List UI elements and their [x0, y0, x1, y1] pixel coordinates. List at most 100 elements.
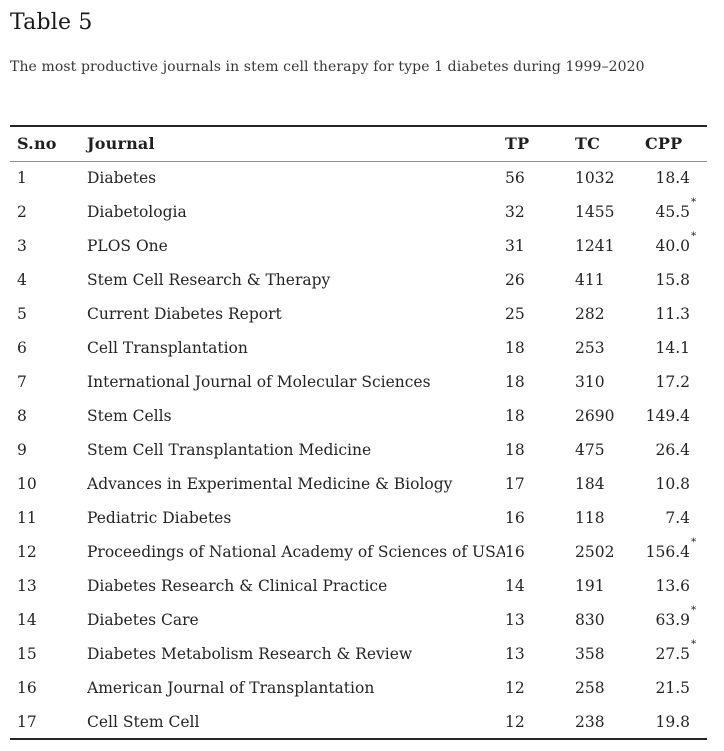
table-row: 11 Pediatric Diabetes 16 118 7.4	[10, 501, 707, 535]
cpp-value: 21.5	[655, 679, 690, 697]
cell-serial-number: 16	[17, 679, 37, 697]
cell-total-citations: 2502	[575, 543, 615, 561]
cell-total-papers: 12	[505, 679, 525, 697]
cell-total-papers: 18	[505, 407, 525, 425]
cell-total-citations: 2690	[575, 407, 615, 425]
cell-journal-name: Diabetologia	[87, 203, 187, 221]
table-row: 2 Diabetologia 32 1455 45.5*	[10, 195, 707, 229]
cell-total-citations: 830	[575, 611, 605, 629]
cell-journal-name: Stem Cell Research & Therapy	[87, 271, 331, 289]
cell-journal-name: Diabetes	[87, 169, 157, 188]
cell-journal-name: Cell Transplantation	[87, 339, 248, 357]
cell-serial-number: 13	[17, 577, 37, 595]
cell-journal-name: Proceedings of National Academy of Scien…	[87, 543, 505, 561]
cell-citations-per-paper: 13.6	[645, 569, 707, 603]
cpp-value: 45.5	[655, 203, 690, 222]
table-row: 9 Stem Cell Transplantation Medicine 18 475…	[10, 433, 707, 467]
cell-total-citations: 118	[575, 509, 605, 527]
cpp-value: 13.6	[655, 577, 690, 595]
cell-serial-number: 6	[17, 339, 27, 357]
cell-total-citations: 411	[575, 271, 605, 289]
cpp-value: 63.9	[655, 611, 690, 630]
cpp-value: 26.4	[655, 441, 690, 459]
column-header-tp: TP	[505, 134, 530, 154]
cpp-value: 40.0	[655, 237, 690, 256]
cell-total-citations: 191	[575, 577, 605, 595]
table-row: 15 Diabetes Metabolism Research & Review 1…	[10, 637, 707, 671]
table-row: 6 Cell Transplantation 18 253 14.1	[10, 331, 707, 365]
cell-citations-per-paper: 17.2	[645, 365, 707, 399]
cell-total-papers: 16	[505, 509, 525, 527]
journals-table: S.no Journal TP TC CPP 1 Diabetes 56 1032 18…	[10, 125, 707, 740]
cpp-value: 10.8	[655, 475, 690, 493]
cell-citations-per-paper: 26.4	[645, 433, 707, 467]
cell-citations-per-paper: 7.4	[645, 501, 707, 535]
cell-journal-name: International Journal of Molecular Scien…	[87, 373, 431, 391]
cell-serial-number: 3	[17, 237, 27, 255]
column-header-cpp: CPP	[645, 134, 683, 154]
cpp-value: 7.4	[665, 509, 690, 527]
cell-total-papers: 25	[505, 305, 525, 323]
cell-citations-per-paper: 11.3	[645, 297, 707, 331]
cell-journal-name: Diabetes Research & Clinical Practice	[87, 577, 388, 595]
table-row: 3 PLOS One 31 1241 40.0*	[10, 229, 707, 263]
cell-total-papers: 32	[505, 203, 525, 221]
cell-total-papers: 18	[505, 339, 525, 357]
cell-total-citations: 238	[575, 712, 605, 731]
cell-citations-per-paper: 15.8	[645, 263, 707, 297]
cell-serial-number: 14	[17, 611, 37, 629]
cpp-value: 156.4	[645, 543, 690, 562]
cell-serial-number: 10	[17, 475, 37, 493]
cell-journal-name: Stem Cells	[87, 407, 172, 425]
cell-citations-per-paper: 27.5*	[655, 638, 697, 664]
table-row: 16 American Journal of Transplantation 12 2…	[10, 671, 707, 705]
cell-total-citations: 184	[575, 475, 605, 493]
cell-total-papers: 12	[505, 712, 525, 731]
cell-total-papers: 18	[505, 441, 525, 459]
cell-total-citations: 282	[575, 305, 605, 323]
cell-serial-number: 2	[17, 203, 27, 221]
table-row: 12 Proceedings of National Academy of Sci…	[10, 535, 707, 569]
cell-total-citations: 358	[575, 645, 605, 663]
cell-total-papers: 18	[505, 373, 525, 391]
cpp-value: 15.8	[655, 271, 690, 289]
cell-total-papers: 16	[505, 543, 525, 561]
cpp-value: 14.1	[655, 339, 690, 357]
cell-serial-number: 11	[17, 509, 37, 527]
cell-journal-name: Diabetes Care	[87, 611, 199, 629]
cell-total-citations: 258	[575, 679, 605, 697]
cell-serial-number: 8	[17, 407, 27, 425]
cell-total-papers: 26	[505, 271, 525, 289]
cell-serial-number: 5	[17, 305, 27, 323]
cell-journal-name: Current Diabetes Report	[87, 305, 282, 323]
cell-total-citations: 310	[575, 373, 605, 391]
column-header-sno: S.no	[17, 134, 57, 154]
table-caption: The most productive journals in stem cel…	[10, 59, 645, 75]
cell-citations-per-paper: 45.5*	[655, 196, 697, 222]
cell-total-papers: 14	[505, 577, 525, 595]
cpp-value: 18.4	[655, 169, 690, 188]
cell-serial-number: 17	[17, 712, 37, 731]
cell-total-papers: 17	[505, 475, 525, 493]
cell-journal-name: Diabetes Metabolism Research & Review	[87, 645, 413, 663]
table-body: 1 Diabetes 56 1032 18.4 2 Diabetologia 32 1455 45…	[10, 161, 707, 739]
cell-journal-name: PLOS One	[87, 237, 168, 255]
cell-total-citations: 1032	[575, 169, 615, 188]
table-row: 17 Cell Stem Cell 12 238 19.8	[10, 705, 707, 739]
cell-total-citations: 1241	[575, 237, 615, 255]
cell-journal-name: Stem Cell Transplantation Medicine	[87, 441, 372, 459]
cell-citations-per-paper: 10.8	[645, 467, 707, 501]
cell-citations-per-paper: 40.0*	[655, 230, 697, 256]
cell-citations-per-paper: 149.4	[645, 399, 707, 433]
cell-total-papers: 56	[505, 169, 525, 188]
cell-total-citations: 475	[575, 441, 605, 459]
table-row: 5 Current Diabetes Report 25 282 11.3	[10, 297, 707, 331]
article-table-page: Table 5 The most productive journals in …	[0, 8, 724, 751]
cell-serial-number: 1	[17, 169, 27, 188]
cell-citations-per-paper: 63.9*	[655, 604, 697, 630]
cpp-value: 17.2	[655, 373, 690, 391]
table-row: 7 International Journal of Molecular Scie…	[10, 365, 707, 399]
cell-citations-per-paper: 156.4*	[645, 536, 697, 562]
cell-journal-name: Pediatric Diabetes	[87, 509, 232, 527]
cpp-value: 27.5	[655, 645, 690, 664]
